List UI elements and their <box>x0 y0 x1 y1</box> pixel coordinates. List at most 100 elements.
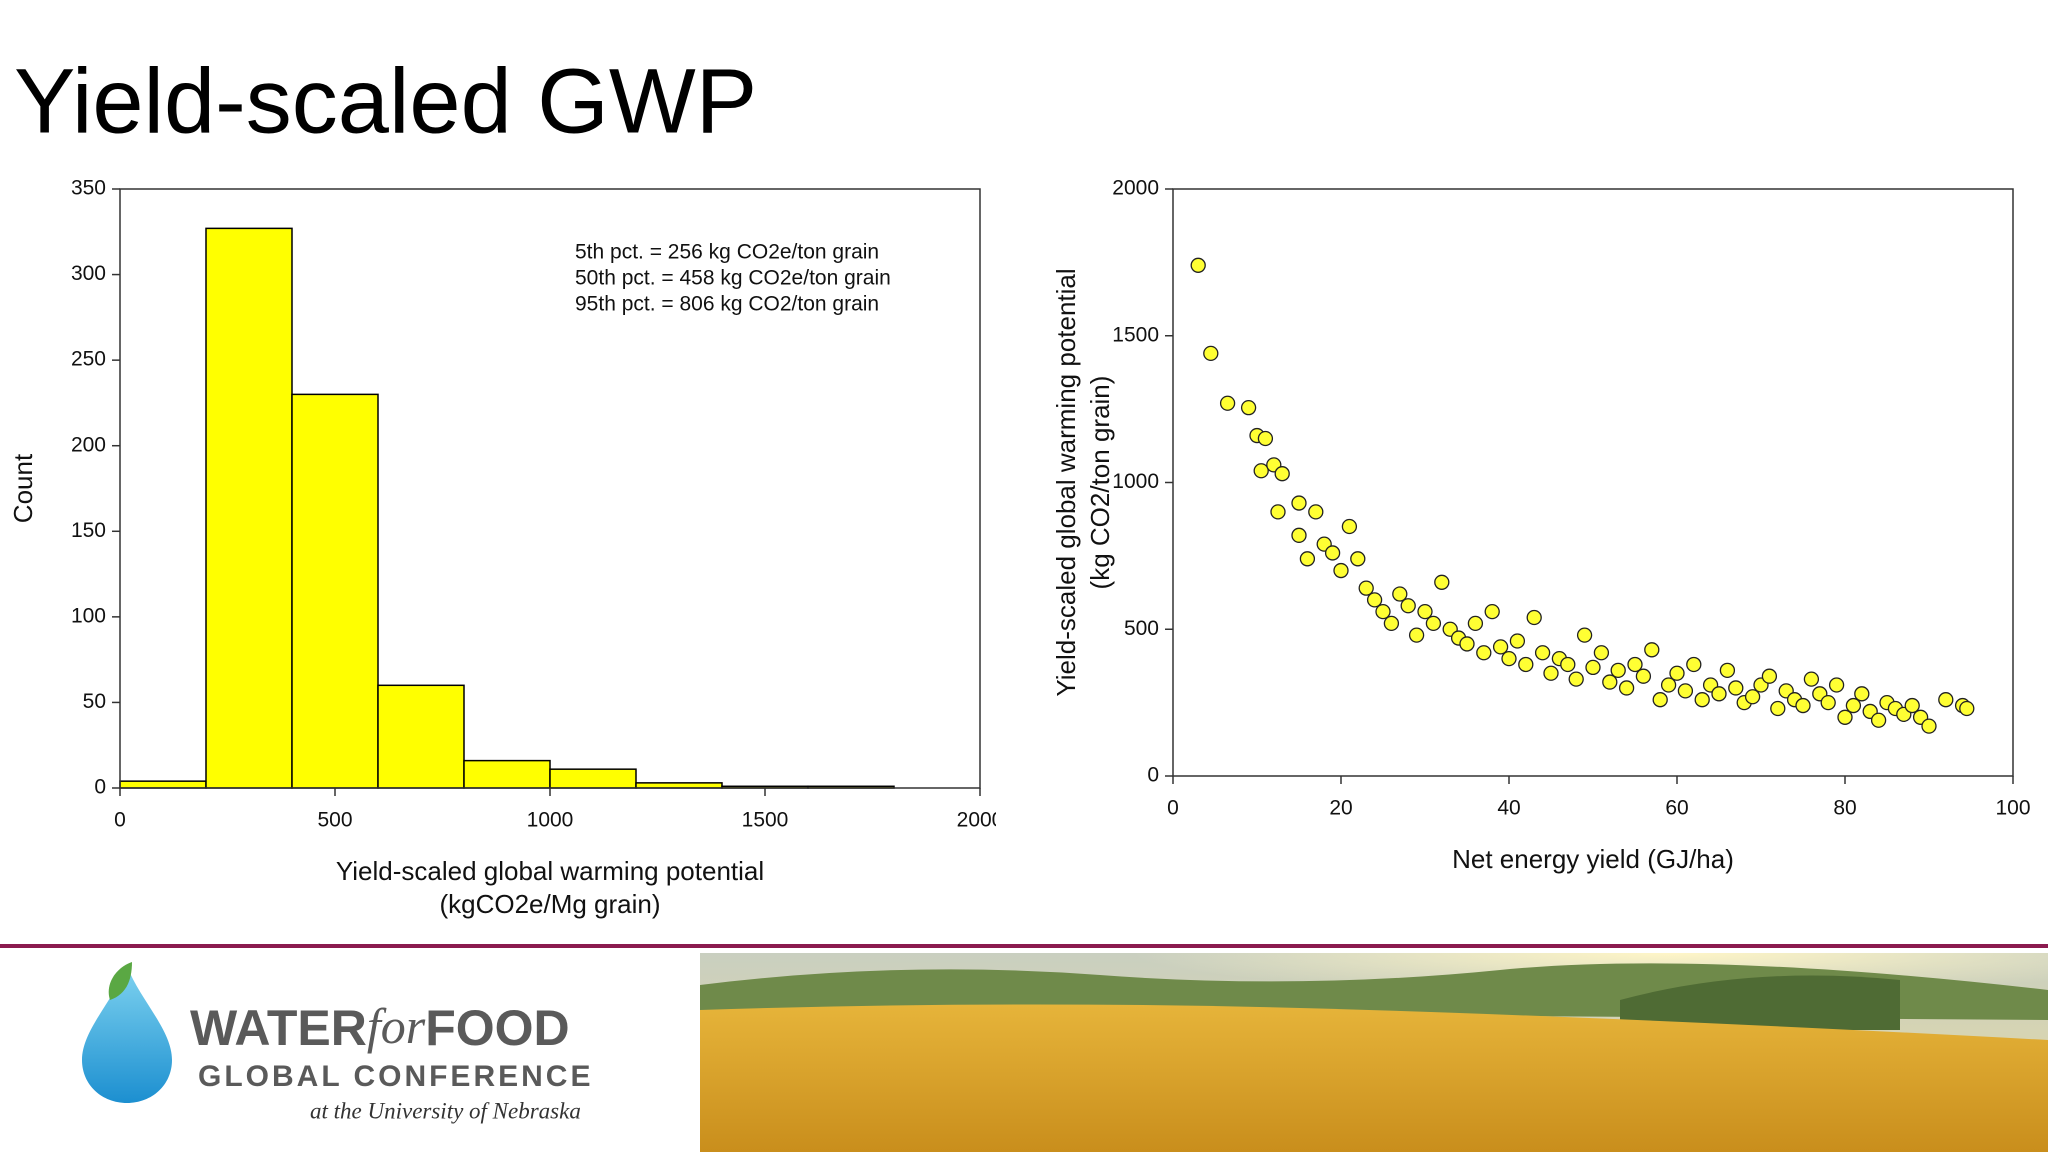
point <box>1291 495 1307 511</box>
logo-text: WATERforFOOD <box>190 998 570 1056</box>
x-tick-label: 500 <box>317 809 352 832</box>
divider <box>0 944 2048 948</box>
y-tick-label: 2000 <box>1112 177 1159 200</box>
point <box>1467 615 1484 632</box>
annotation: 50th pct. = 458 kg CO2e/ton grain <box>575 267 891 290</box>
point <box>1501 650 1517 667</box>
slide-title: Yield-scaled GWP <box>14 50 757 152</box>
point <box>1585 659 1601 676</box>
bar <box>635 782 723 789</box>
logo-word: FOOD <box>425 1000 569 1056</box>
x-tick-label: 100 <box>1995 797 2030 820</box>
scatter-chart: 0 500 1000 1500 2000 0 20 40 60 80 100 Net energy y… <box>1051 177 2031 874</box>
logo-subtitle: GLOBAL CONFERENCE <box>198 1060 593 1093</box>
point <box>1669 665 1685 681</box>
point <box>1803 671 1820 687</box>
point <box>1660 677 1677 693</box>
point <box>1484 603 1500 620</box>
point <box>1400 598 1416 614</box>
x-tick-label: 0 <box>114 809 126 832</box>
y-axis-label: (kg CO2/ton grain) <box>1085 376 1115 590</box>
point <box>1270 504 1286 520</box>
point <box>1526 609 1542 626</box>
x-axis-label: Yield-scaled global warming potential <box>336 856 764 886</box>
point <box>1240 400 1257 416</box>
point <box>1837 709 1853 725</box>
histogram: 0 50 100 150 200 250 300 350 0 500 1000 1500 2000 Yie… <box>8 177 1004 919</box>
point <box>1568 671 1584 687</box>
point <box>1308 504 1324 520</box>
point <box>1203 345 1219 362</box>
point <box>1795 697 1811 714</box>
point <box>1408 627 1425 643</box>
point <box>1492 639 1509 655</box>
logo-word: WATER <box>190 1000 367 1056</box>
point <box>1959 700 1975 717</box>
point <box>1341 518 1358 535</box>
x-tick-label: 1000 <box>527 809 574 832</box>
point <box>1333 562 1349 579</box>
y-axis-label: Yield-scaled global warming potential <box>1051 268 1081 696</box>
y-tick-label: 1500 <box>1112 323 1159 346</box>
point <box>1627 656 1643 673</box>
annotation: 95th pct. = 806 kg CO2/ton grain <box>575 293 879 316</box>
bar <box>205 227 293 789</box>
point <box>1921 718 1937 734</box>
point <box>1257 430 1274 447</box>
point <box>1576 627 1593 643</box>
point <box>1694 692 1710 708</box>
x-tick-label: 2000 <box>957 809 1004 832</box>
point <box>1820 694 1836 711</box>
point <box>1744 689 1761 705</box>
logo-tagline: at the University of Nebraska <box>310 1098 581 1123</box>
point <box>1299 551 1316 567</box>
x-tick-label: 40 <box>1497 797 1520 820</box>
point <box>1190 257 1206 273</box>
x-tick-label: 0 <box>1167 797 1179 820</box>
logo: WATERforFOOD GLOBAL CONFERENCE at the Un… <box>82 962 593 1123</box>
plot-frame <box>1172 188 2014 777</box>
x-tick-label: 80 <box>1833 797 1856 820</box>
y-axis-label: Count <box>8 453 38 523</box>
point <box>1854 686 1870 702</box>
bar <box>291 393 379 789</box>
point <box>1770 700 1786 717</box>
y-tick-label: 250 <box>71 348 106 371</box>
point <box>1938 692 1954 708</box>
point <box>1509 633 1526 649</box>
point <box>1711 686 1727 702</box>
annotation: 5th pct. = 256 kg CO2e/ton grain <box>575 241 879 264</box>
x-axis-label: Net energy yield (GJ/ha) <box>1452 844 1734 874</box>
point <box>1350 551 1366 567</box>
point <box>1686 656 1702 673</box>
point <box>1543 665 1559 681</box>
bar <box>463 759 551 789</box>
y-tick-label: 200 <box>71 433 106 456</box>
point <box>1560 656 1576 673</box>
point <box>1610 662 1626 678</box>
point <box>1652 692 1668 708</box>
point <box>1618 680 1635 696</box>
point <box>1602 674 1618 690</box>
point <box>1253 463 1269 479</box>
bar <box>549 768 637 789</box>
logo-word: for <box>367 998 426 1054</box>
y-tick-label: 1000 <box>1112 470 1159 493</box>
y-tick-label: 100 <box>71 604 106 627</box>
point <box>1593 645 1610 661</box>
point <box>1476 645 1492 661</box>
point <box>1366 592 1383 608</box>
point <box>1417 603 1433 620</box>
point <box>1828 677 1845 693</box>
point <box>1728 680 1744 696</box>
point <box>1274 466 1290 482</box>
point <box>1383 615 1400 632</box>
point <box>1845 697 1862 714</box>
y-tick-label: 50 <box>83 690 106 713</box>
y-tick-label: 300 <box>71 262 106 285</box>
x-tick-label: 60 <box>1665 797 1688 820</box>
photo <box>700 953 2048 1152</box>
bar <box>377 684 465 789</box>
point <box>1635 668 1652 684</box>
